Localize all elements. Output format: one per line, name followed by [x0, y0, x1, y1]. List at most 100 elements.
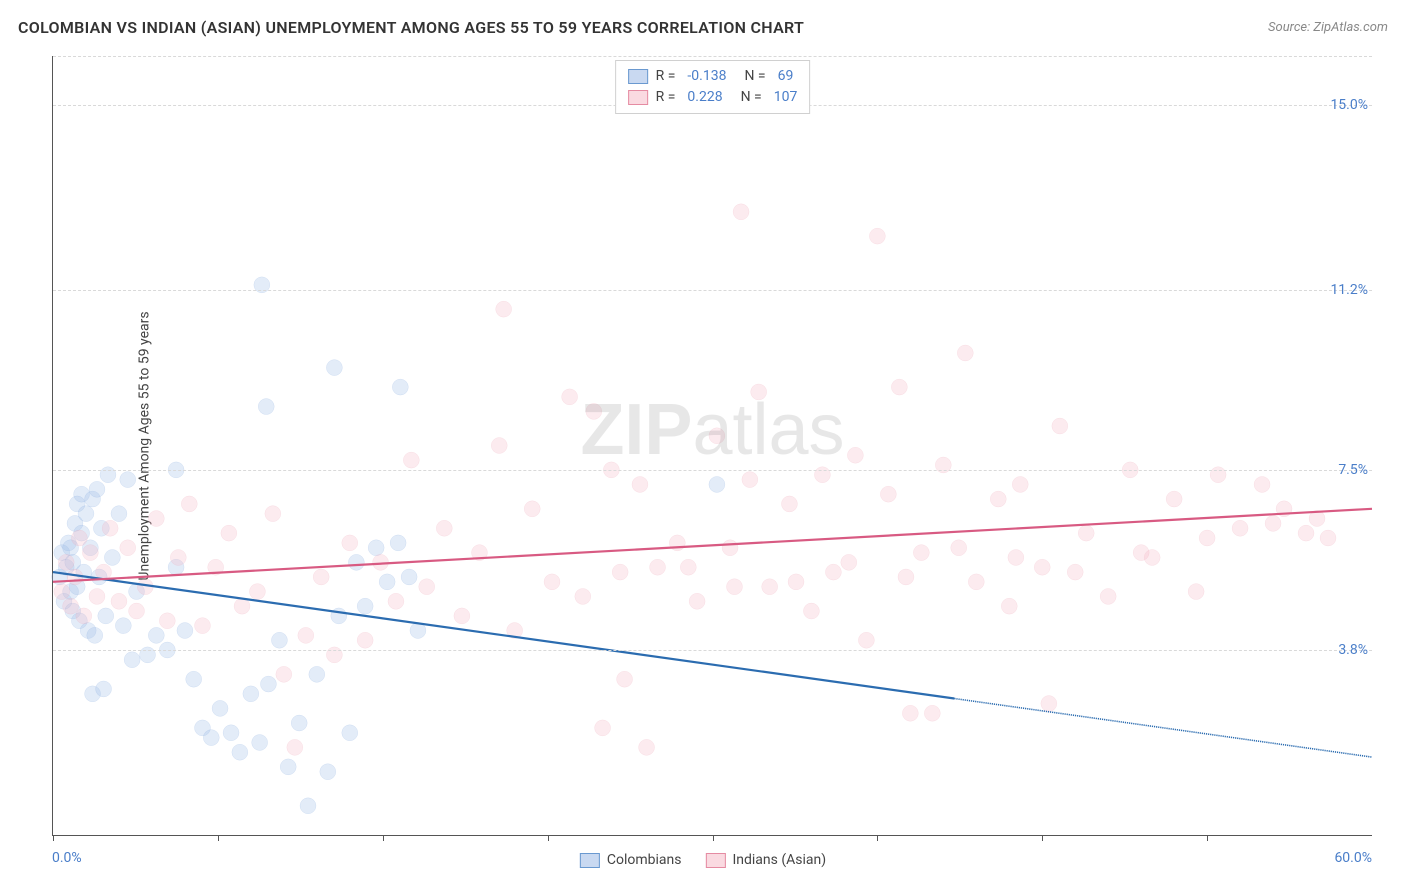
data-point	[869, 228, 885, 244]
x-axis-label-end: 60.0%	[1334, 850, 1372, 866]
gridline	[53, 470, 1372, 471]
data-point	[1052, 418, 1068, 434]
data-point	[115, 618, 131, 634]
data-point	[639, 739, 655, 755]
x-tick-mark	[1042, 835, 1043, 841]
data-point	[1298, 525, 1314, 541]
data-point	[1166, 491, 1182, 507]
data-point	[326, 360, 342, 376]
data-point	[348, 554, 364, 570]
chart-title: COLOMBIAN VS INDIAN (ASIAN) UNEMPLOYMENT…	[18, 18, 804, 37]
trend-line-dashed	[954, 699, 1372, 758]
data-point	[111, 506, 127, 522]
legend-item-colombians: Colombians	[580, 852, 682, 868]
data-point	[858, 632, 874, 648]
n-label: N =	[744, 66, 765, 87]
data-point	[388, 593, 404, 609]
data-point	[612, 564, 628, 580]
data-point	[87, 627, 103, 643]
data-point	[968, 574, 984, 590]
plot-area: R = -0.138 N = 69 R = 0.228 N = 107 ZIPa…	[52, 56, 1372, 836]
data-point	[194, 618, 210, 634]
data-point	[111, 593, 127, 609]
trend-line	[53, 509, 1372, 582]
data-point	[177, 623, 193, 639]
data-point	[1188, 584, 1204, 600]
r-value-blue: -0.138	[687, 66, 726, 87]
source-attribution: Source: ZipAtlas.com	[1268, 20, 1388, 35]
data-point	[1008, 549, 1024, 565]
data-point	[58, 554, 74, 570]
stats-row-blue: R = -0.138 N = 69	[628, 66, 798, 87]
series-legend: Colombians Indians (Asian)	[580, 852, 826, 868]
data-point	[496, 301, 512, 317]
legend-item-indians: Indians (Asian)	[705, 852, 826, 868]
data-point	[751, 384, 767, 400]
r-value-pink: 0.228	[687, 87, 722, 108]
data-point	[71, 530, 87, 546]
data-point	[632, 476, 648, 492]
data-point	[379, 574, 395, 590]
swatch-pink-icon	[705, 853, 725, 868]
data-point	[617, 671, 633, 687]
data-point	[1034, 559, 1050, 575]
r-label: R =	[656, 66, 676, 87]
data-point	[825, 564, 841, 580]
data-point	[957, 345, 973, 361]
data-point	[223, 725, 239, 741]
data-point	[898, 569, 914, 585]
data-point	[342, 725, 358, 741]
x-tick-mark	[53, 835, 54, 841]
y-tick-label: 15.0%	[1330, 97, 1374, 113]
n-value-blue: 69	[778, 66, 794, 87]
r-label: R =	[656, 87, 676, 108]
data-point	[313, 569, 329, 585]
data-point	[186, 671, 202, 687]
data-point	[544, 574, 560, 590]
data-point	[159, 613, 175, 629]
data-point	[1067, 564, 1083, 580]
data-point	[265, 506, 281, 522]
data-point	[368, 540, 384, 556]
data-point	[63, 598, 79, 614]
data-point	[951, 540, 967, 556]
gridline	[53, 56, 1372, 57]
data-point	[96, 681, 112, 697]
data-point	[880, 486, 896, 502]
data-point	[733, 204, 749, 220]
x-tick-mark	[713, 835, 714, 841]
data-point	[1001, 598, 1017, 614]
data-point	[419, 579, 435, 595]
data-point	[102, 520, 118, 536]
data-point	[913, 545, 929, 561]
swatch-pink-icon	[628, 90, 648, 105]
data-point	[403, 452, 419, 468]
data-point	[357, 598, 373, 614]
data-point	[76, 608, 92, 624]
n-label: N =	[741, 87, 762, 108]
data-point	[357, 632, 373, 648]
x-axis-label-start: 0.0%	[52, 850, 82, 866]
data-point	[390, 535, 406, 551]
data-point	[271, 632, 287, 648]
gridline	[53, 650, 1372, 651]
data-point	[300, 798, 316, 814]
x-tick-mark	[877, 835, 878, 841]
data-point	[212, 700, 228, 716]
data-point	[148, 627, 164, 643]
data-point	[342, 535, 358, 551]
data-point	[129, 603, 145, 619]
n-value-pink: 107	[774, 87, 798, 108]
data-point	[562, 389, 578, 405]
data-point	[170, 549, 186, 565]
data-point	[788, 574, 804, 590]
data-point	[709, 428, 725, 444]
data-point	[276, 666, 292, 682]
y-tick-label: 3.8%	[1338, 642, 1374, 658]
data-point	[841, 554, 857, 570]
data-point	[709, 476, 725, 492]
data-point	[320, 764, 336, 780]
data-point	[309, 666, 325, 682]
data-point	[1265, 515, 1281, 531]
gridline	[53, 290, 1372, 291]
